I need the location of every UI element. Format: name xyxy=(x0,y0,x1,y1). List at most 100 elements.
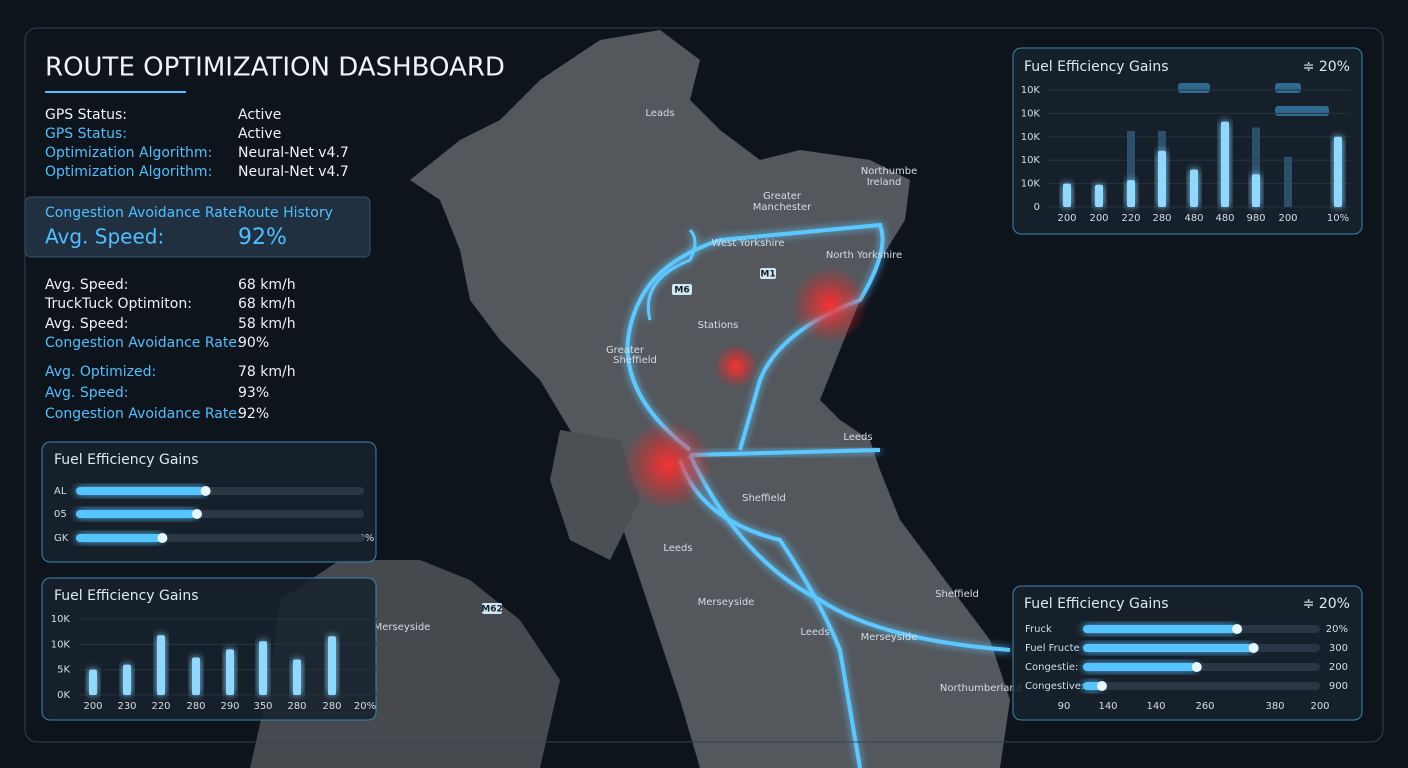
highlight-big-value: 92% xyxy=(238,225,287,250)
y-tick-label: 5K xyxy=(57,665,70,676)
metric-value: 78 km/h xyxy=(238,364,296,380)
map-label: Leeds xyxy=(663,543,692,554)
x-tick-label: 290 xyxy=(220,701,239,712)
highlight-big-label: Avg. Speed: xyxy=(45,225,164,249)
metric-value: 93% xyxy=(238,385,269,401)
y-tick-label: 0K xyxy=(57,690,70,701)
x-tick-label: 140 xyxy=(1098,701,1117,712)
progress-bar xyxy=(1083,625,1238,633)
bar xyxy=(259,641,267,695)
y-tick-label: 0 xyxy=(1034,202,1040,213)
congestion xyxy=(792,267,868,343)
bar-label: Congestie: xyxy=(1025,662,1078,673)
map-label: Sheffield xyxy=(742,493,786,504)
panel-title: Fuel Efficiency Gains xyxy=(1024,596,1168,612)
metric-label: Congestion Avoidance Rate: xyxy=(45,406,242,422)
bar xyxy=(1095,184,1103,207)
progress-bar xyxy=(1083,663,1197,671)
status-value: Neural-Net v4.7 xyxy=(238,145,349,161)
status-value: Active xyxy=(238,107,281,123)
y-tick-label: 10K xyxy=(1021,85,1041,96)
background-bar xyxy=(1252,127,1260,207)
bar xyxy=(123,664,131,695)
metric-label: TruckTuck Optimiton: xyxy=(44,296,192,312)
map-label: West Yorkshire xyxy=(712,238,785,249)
y-tick-label: 10K xyxy=(1021,108,1041,119)
map-label: Northumberland xyxy=(940,683,1022,694)
legend-pill xyxy=(1275,83,1301,93)
bar xyxy=(328,636,336,695)
map-label: Leeds xyxy=(843,432,872,443)
panel-title: Fuel Efficiency Gains xyxy=(54,588,198,604)
metric-value: 68 km/h xyxy=(238,296,296,312)
road-sign-label: M6 xyxy=(674,286,689,296)
bar-label: AL xyxy=(54,486,67,497)
land xyxy=(550,430,640,560)
panel-title: Fuel Efficiency Gains xyxy=(54,452,198,468)
bar-label: Fuel Fructe xyxy=(1025,643,1080,654)
panel-badge: ≑ 20% xyxy=(1303,596,1350,612)
bar-label: GK xyxy=(54,533,69,544)
x-tick-label: 20% xyxy=(354,701,376,712)
title: ROUTE OPTIMIZATION DASHBOARD xyxy=(45,53,505,83)
map-label: Northumbe xyxy=(861,166,918,177)
metric-value: 68 km/h xyxy=(238,277,296,293)
map-label: Ireland xyxy=(867,177,902,188)
road-sign-label: M62 xyxy=(481,605,502,615)
map-label: Manchester xyxy=(753,202,812,213)
bar xyxy=(1063,183,1071,207)
x-tick-label: 200 xyxy=(1089,213,1108,224)
metric-label: Congestion Avoidance Rate: xyxy=(45,335,242,351)
bar xyxy=(1221,121,1229,207)
progress-bar xyxy=(1083,682,1102,690)
x-tick-label: 220 xyxy=(151,701,170,712)
metric-label: Avg. Speed: xyxy=(45,316,128,332)
value-label: 20% xyxy=(1326,624,1348,635)
bar xyxy=(157,635,165,695)
x-tick-label: 980 xyxy=(1246,213,1265,224)
x-tick-label: 480 xyxy=(1215,213,1234,224)
x-tick-label: 480 xyxy=(1184,213,1203,224)
x-tick-label: 350 xyxy=(253,701,272,712)
x-tick-label: 10% xyxy=(1327,213,1349,224)
map-label: Greater xyxy=(763,191,802,202)
land xyxy=(410,30,1010,768)
frame xyxy=(24,27,1384,743)
bar xyxy=(192,657,200,695)
progress-knob xyxy=(157,533,168,543)
congestion xyxy=(623,420,713,510)
status-label: GPS Status: xyxy=(45,126,127,142)
road-sign xyxy=(482,603,502,614)
status-label: GPS Status: xyxy=(45,107,127,123)
map-label: North Yorkshire xyxy=(826,250,902,261)
progress-knob xyxy=(1096,681,1107,691)
y-tick-label: 10K xyxy=(1021,155,1041,166)
progress-knob xyxy=(1232,624,1243,634)
map-label: Leeds xyxy=(800,627,829,638)
road-sign-label: M1 xyxy=(760,270,775,280)
x-tick-label: 220 xyxy=(1121,213,1140,224)
legend-pill xyxy=(1178,83,1210,93)
bar-label: 05 xyxy=(54,509,67,520)
map-label: Merseyside xyxy=(861,632,918,643)
bar xyxy=(1334,136,1342,207)
background-bar xyxy=(1127,130,1135,207)
map-label: Sheffield xyxy=(613,355,657,366)
metric-label: Avg. Speed: xyxy=(45,277,128,293)
metric-label: Avg. Optimized: xyxy=(45,364,156,380)
x-tick-label: 200 xyxy=(83,701,102,712)
bar xyxy=(226,649,234,695)
bar xyxy=(1252,174,1260,207)
progress-bar xyxy=(1083,644,1254,652)
map-label: Sheffield xyxy=(935,589,979,600)
metric-value: 92% xyxy=(238,406,269,422)
metric-label: Avg. Speed: xyxy=(45,385,128,401)
status-value: Neural-Net v4.7 xyxy=(238,164,349,180)
metric-value: 58 km/h xyxy=(238,316,296,332)
highlight-box xyxy=(24,196,371,258)
x-tick-label: 280 xyxy=(186,701,205,712)
status-value: Active xyxy=(238,126,281,142)
x-tick-label: 260 xyxy=(1195,701,1214,712)
road-sign xyxy=(672,284,692,295)
